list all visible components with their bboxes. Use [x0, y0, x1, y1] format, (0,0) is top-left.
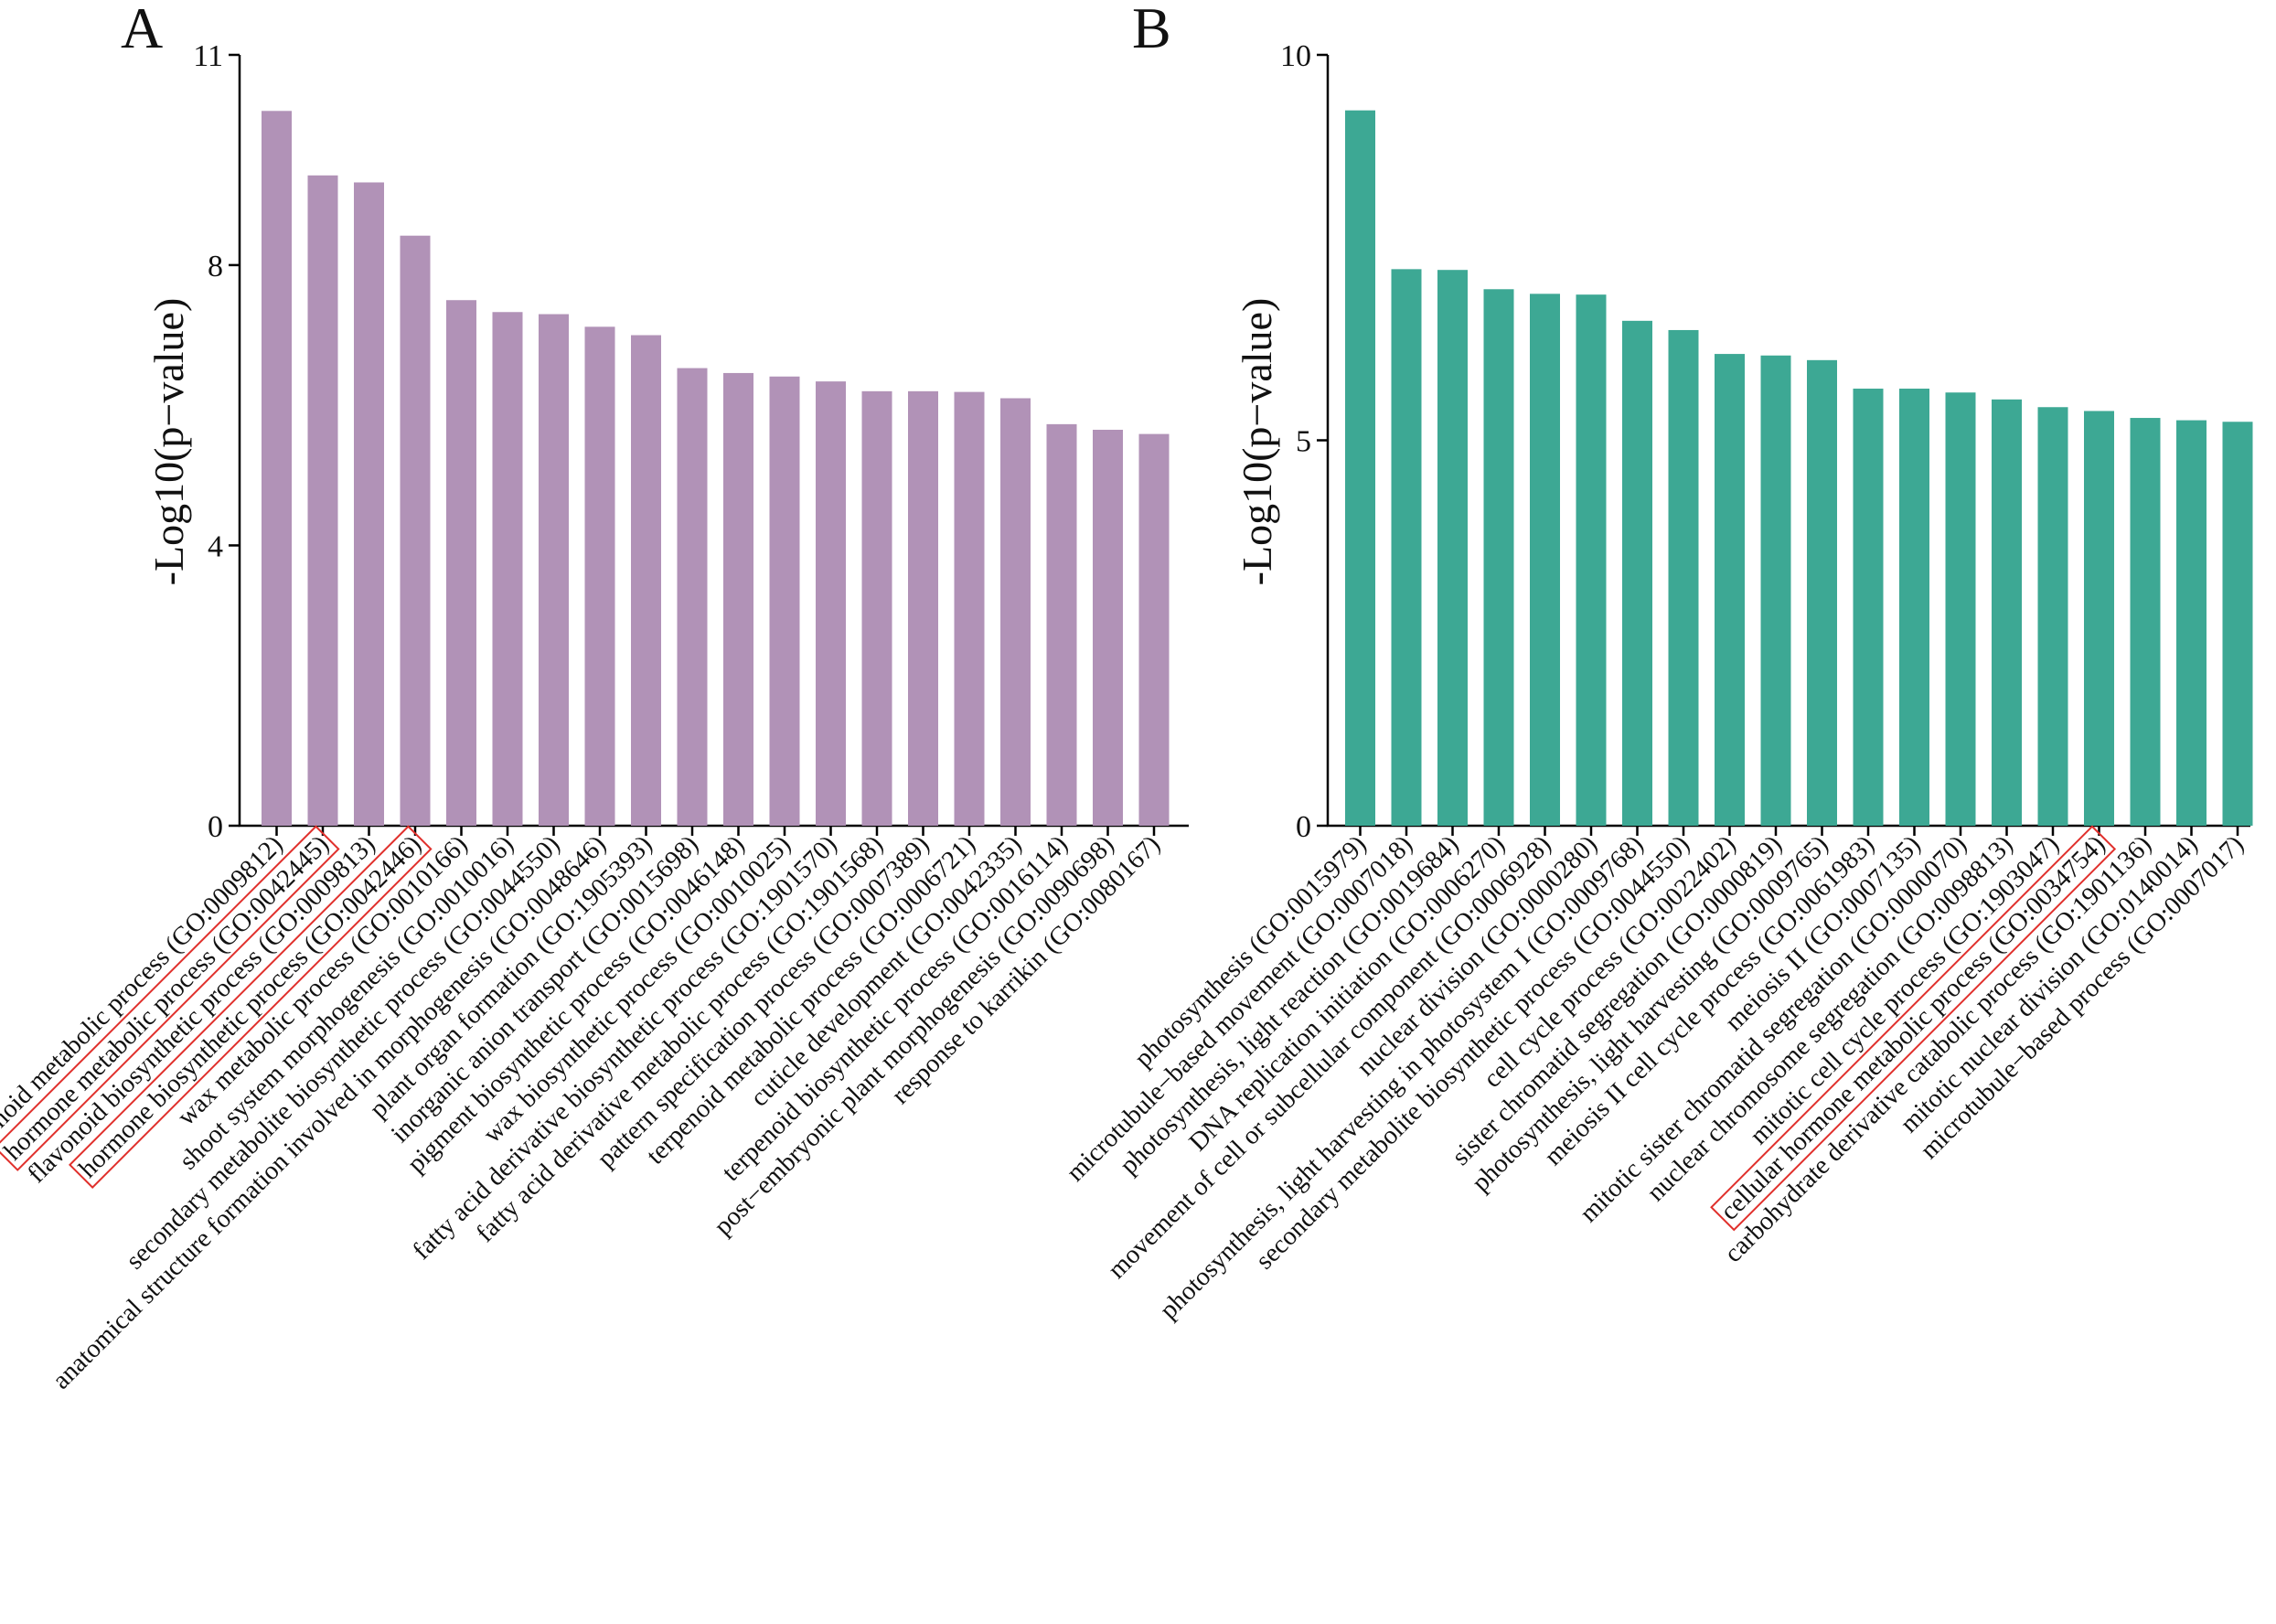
- panel-b-bar: [1345, 110, 1375, 827]
- panel-a-bar: [908, 390, 938, 826]
- panel-b-bar: [2037, 407, 2068, 826]
- panel-a-y-tick-label: 11: [193, 39, 223, 73]
- panel-a-bar: [861, 390, 892, 826]
- panel-b-bar: [1668, 329, 1699, 826]
- panel-b-bar: [2084, 411, 2114, 826]
- panel-b-bar: [1945, 392, 1976, 826]
- panel-a-letter: A: [121, 0, 163, 60]
- panel-a-bar: [446, 300, 476, 826]
- panel-a-highlight-box: [69, 825, 433, 1189]
- panel-b-y-tick-label: 5: [1296, 425, 1311, 459]
- panel-b-bar: [1992, 399, 2022, 826]
- panel-b-category-label: DNA replication initiation (GO:0006270): [1184, 830, 1511, 1157]
- panel-a-bar: [262, 111, 292, 827]
- panel-a-bar: [400, 235, 431, 827]
- panel-a-y-axis-title: -Log10(p−value): [145, 298, 192, 586]
- panel-a-bar: [631, 335, 661, 827]
- panel-a-bar: [769, 376, 800, 826]
- panel-b-bar: [2176, 420, 2207, 826]
- panel-b-bar: [2222, 422, 2253, 826]
- panel-a-bar: [1046, 423, 1077, 826]
- panel-a-bar: [1000, 398, 1031, 826]
- panel-b-bar: [1530, 294, 1560, 827]
- panel-b-bar: [1715, 354, 1745, 827]
- panel-a-bar: [1093, 430, 1123, 826]
- panel-a-bar: [954, 391, 985, 826]
- panel-a-bar: [723, 372, 753, 826]
- panel-b-letter: B: [1132, 0, 1171, 60]
- panel-b-y-tick-label: 0: [1296, 810, 1311, 844]
- panel-a-y-tick-label: 4: [208, 529, 223, 563]
- panel-a-bar: [354, 182, 384, 827]
- panel-a-y-tick-label: 0: [208, 810, 223, 844]
- panel-a-highlight-box: [0, 825, 340, 1171]
- panel-b-bar: [1391, 269, 1422, 826]
- panel-a-bar: [677, 368, 708, 826]
- panel-a-bar: [539, 314, 569, 826]
- panel-b-bar: [1807, 359, 1837, 826]
- panel-b-highlight-box: [1710, 825, 2117, 1232]
- panel-a-y-tick-label: 8: [208, 250, 223, 283]
- panel-a-bar: [307, 175, 338, 826]
- panel-b-bar: [1853, 389, 1884, 826]
- panel-b-bar: [1437, 270, 1468, 826]
- panel-b-bar: [1576, 294, 1607, 827]
- panel-b-bar: [1483, 289, 1514, 827]
- panel-b-y-axis-title: -Log10(p−value): [1234, 298, 1280, 586]
- panel-b-bar: [1760, 355, 1791, 826]
- panel-b-bar: [1622, 320, 1652, 827]
- panel-b-y-tick-label: 10: [1280, 39, 1311, 73]
- panel-b-bar: [2130, 418, 2161, 826]
- panel-a-bar: [584, 326, 615, 826]
- panel-a-bar: [1138, 433, 1170, 826]
- panel-a-bar: [492, 312, 523, 826]
- panel-a-bar: [816, 381, 846, 826]
- panel-b-bar: [1899, 389, 1929, 826]
